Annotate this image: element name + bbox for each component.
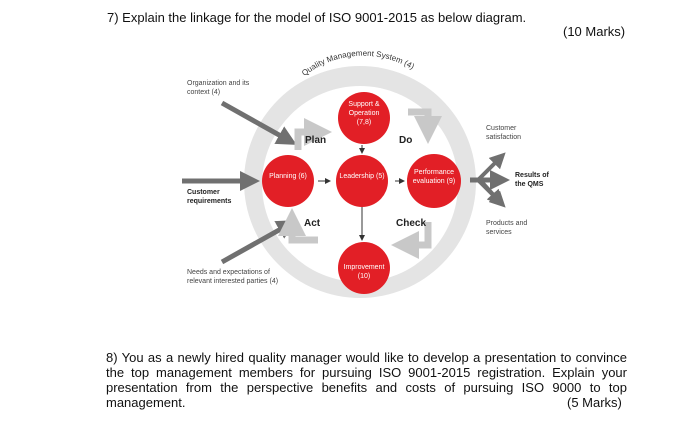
- node-planning: [262, 155, 314, 207]
- cycle-arrow: [391, 222, 432, 259]
- question-7-marks: (10 Marks): [563, 24, 626, 39]
- node-improvement: [338, 242, 390, 294]
- question-8: 8) You as a newly hired quality manager …: [106, 350, 627, 410]
- input-label: Needs and expectations of relevant inter…: [187, 269, 279, 285]
- node-label: Support & Operation (7,8): [348, 101, 380, 126]
- node-support: [338, 92, 390, 144]
- input-label: Organization and its context (4): [187, 80, 250, 96]
- output-arrow: [476, 152, 506, 182]
- question-8-marks: (5 Marks): [567, 395, 622, 410]
- cycle-label: Do: [399, 135, 413, 146]
- node-label: Improvement (10): [343, 264, 385, 280]
- cycle-label: Check: [396, 218, 427, 229]
- node-leadership: [336, 155, 388, 207]
- cycle-arrow: [294, 118, 332, 150]
- output-arrow: [476, 178, 506, 208]
- node-label: Performance evaluation (9): [412, 169, 456, 185]
- input-arrow: [220, 220, 297, 265]
- cycle-label: Act: [304, 218, 321, 229]
- input-label: Customer requirements: [187, 189, 232, 205]
- output-label: Products and services: [486, 220, 528, 236]
- input-arrow: [220, 100, 297, 145]
- node-label: Leadership (5): [339, 173, 385, 180]
- node-label: Planning (6): [269, 173, 307, 180]
- cycle-arrow: [278, 208, 318, 244]
- node-performance: [407, 154, 461, 208]
- output-label: Customer satisfaction: [486, 125, 522, 141]
- cycle-arrow: [408, 108, 442, 144]
- output-label: Results of the QMS: [515, 172, 549, 188]
- cycle-label: Plan: [305, 135, 327, 146]
- question-7: 7) Explain the linkage for the model of …: [107, 10, 527, 25]
